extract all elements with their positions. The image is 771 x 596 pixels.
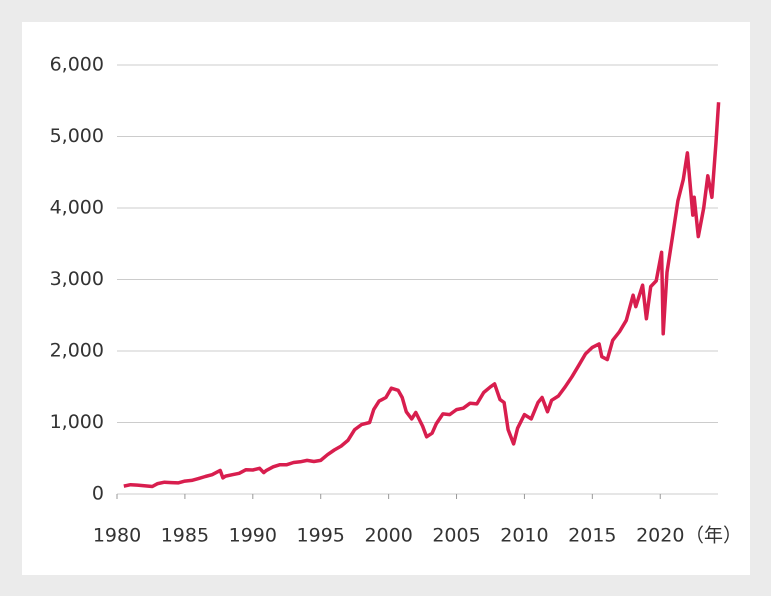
x-tick-label: 2015 xyxy=(568,525,616,547)
x-tick-label: 1995 xyxy=(297,525,345,547)
data-line xyxy=(123,102,721,489)
y-tick-label: 5,000 xyxy=(50,125,104,147)
y-tick-label: 3,000 xyxy=(50,268,104,290)
y-tick-label: 0 xyxy=(92,483,104,505)
x-tick-label: 1985 xyxy=(161,525,209,547)
y-tick-label: 6,000 xyxy=(50,54,104,76)
x-unit-label: （年） xyxy=(685,525,742,547)
x-tick-label: 2000 xyxy=(364,525,412,547)
y-tick-label: 2,000 xyxy=(50,340,104,362)
x-tick-label: 1990 xyxy=(229,525,277,547)
y-tick-label: 1,000 xyxy=(50,411,104,433)
x-tick-label: 2005 xyxy=(432,525,480,547)
x-tick-label: 2020 xyxy=(636,525,684,547)
x-tick-label: 1980 xyxy=(93,525,141,547)
panel xyxy=(22,22,750,575)
x-tick-label: 2010 xyxy=(500,525,548,547)
y-tick-label: 4,000 xyxy=(50,197,104,219)
